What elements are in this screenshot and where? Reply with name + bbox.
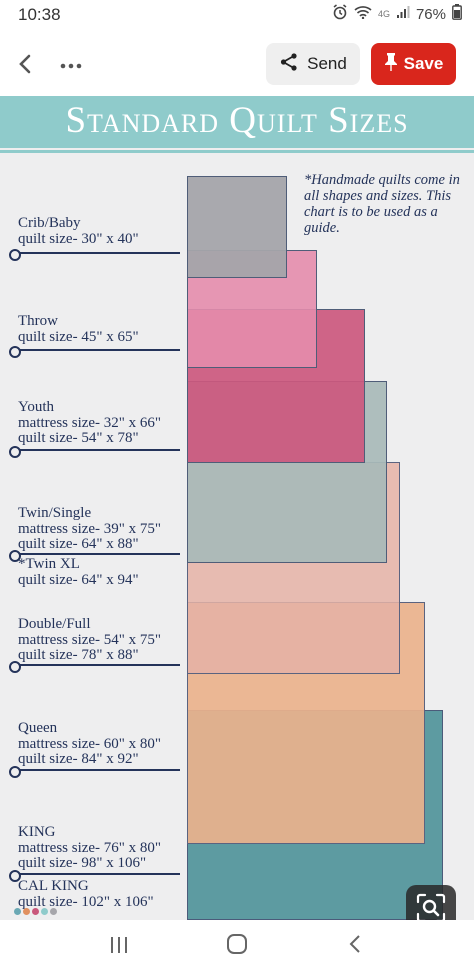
battery-icon [452, 4, 462, 24]
status-time: 10:38 [18, 5, 61, 24]
size-label-twin: Twin/Single mattress size- 39" x 75" qui… [18, 505, 162, 553]
crib-leader-line [9, 249, 180, 261]
size-label-line: quilt size- 30" x 40" [18, 230, 139, 247]
size-label-line: Throw [18, 313, 58, 329]
save-label: Save [403, 54, 444, 73]
more-options-button[interactable] [60, 52, 90, 76]
size-label-line: mattress size- 32" x 66" [18, 414, 162, 431]
home-button[interactable] [217, 927, 257, 967]
twin-leader-line [9, 550, 180, 562]
throw-leader-line [9, 346, 180, 358]
status-bar: 10:38 4G 76% [0, 0, 474, 30]
visual-search-button[interactable] [406, 885, 456, 920]
size-label-line: Youth [18, 399, 54, 415]
size-label-line: quilt size- 45" x 65" [18, 328, 139, 345]
pin-icon [384, 52, 398, 77]
king-leader-line [9, 870, 180, 882]
back-button[interactable] [10, 50, 40, 80]
network-type: 4G [377, 9, 390, 19]
size-label-twin-xl: *Twin XL quilt size- 64" x 94" [18, 556, 139, 588]
battery-level: 76% [415, 5, 446, 23]
queen-leader-line [9, 766, 180, 778]
size-label-line: quilt size- 54" x 78" [18, 430, 139, 446]
signal-icon [396, 5, 410, 23]
send-button[interactable]: Send [266, 43, 360, 85]
title-underline [0, 150, 474, 153]
recent-apps-button[interactable] [99, 927, 139, 967]
size-label-line: Double/Full [18, 616, 91, 632]
youth-leader-line [9, 446, 180, 458]
size-label-cal-king: CAL KING quilt size- 102" x 106" [18, 878, 154, 910]
size-label-line: Queen [18, 720, 58, 736]
crib-rectangle [187, 176, 287, 278]
title-band: Standard Quilt Sizes [0, 96, 474, 148]
alarm-icon [332, 4, 348, 24]
guide-note: *Handmade quilts come in all shapes and … [304, 172, 460, 236]
size-label-line: mattress size- 60" x 80" [18, 735, 162, 752]
size-label-throw: Throw quilt size- 45" x 65" [18, 313, 139, 345]
size-label-line: mattress size- 39" x 75" [18, 520, 162, 537]
size-label-queen: Queen mattress size- 60" x 80" quilt siz… [18, 720, 162, 768]
pin-image[interactable]: Standard Quilt Sizes *Handmade quilts co… [0, 96, 474, 920]
size-label-line: Crib/Baby [18, 215, 81, 231]
size-label-line: quilt size- 64" x 88" [18, 536, 139, 552]
size-label-line: *Twin XL [18, 556, 80, 572]
size-label-line: KING [18, 824, 56, 840]
share-icon [279, 52, 299, 77]
size-label-king: KING mattress size- 76" x 80" quilt size… [18, 824, 162, 872]
home-icon [226, 933, 248, 961]
size-label-line: quilt size- 84" x 92" [18, 751, 139, 767]
size-label-youth: Youth mattress size- 32" x 66" quilt siz… [18, 399, 162, 447]
system-nav-bar [0, 920, 474, 974]
double-leader-line [9, 661, 180, 673]
save-button[interactable]: Save [371, 43, 456, 85]
size-label-line: mattress size- 76" x 80" [18, 839, 162, 856]
recent-apps-icon [109, 934, 129, 960]
send-label: Send [307, 54, 347, 73]
size-label-double: Double/Full mattress size- 54" x 75" qui… [18, 616, 162, 664]
chevron-left-icon [17, 50, 33, 81]
size-label-crib: Crib/Baby quilt size- 30" x 40" [18, 215, 139, 247]
back-icon [348, 934, 362, 960]
size-label-line: quilt size- 102" x 106" [18, 893, 154, 910]
brand-logo-dots [14, 908, 57, 915]
size-label-line: mattress size- 54" x 75" [18, 631, 162, 648]
status-icons: 4G 76% [332, 4, 462, 24]
size-label-line: Twin/Single [18, 505, 92, 521]
pin-header: Send Save [0, 30, 474, 96]
wifi-icon [354, 5, 372, 23]
more-horizontal-icon [60, 52, 82, 74]
system-back-button[interactable] [335, 927, 375, 967]
size-label-line: quilt size- 78" x 88" [18, 647, 139, 663]
size-label-line: quilt size- 64" x 94" [18, 571, 139, 588]
visual-search-icon [415, 892, 447, 920]
pin-title: Standard Quilt Sizes [65, 100, 409, 141]
size-label-line: quilt size- 98" x 106" [18, 855, 147, 871]
size-label-line: CAL KING [18, 878, 89, 894]
